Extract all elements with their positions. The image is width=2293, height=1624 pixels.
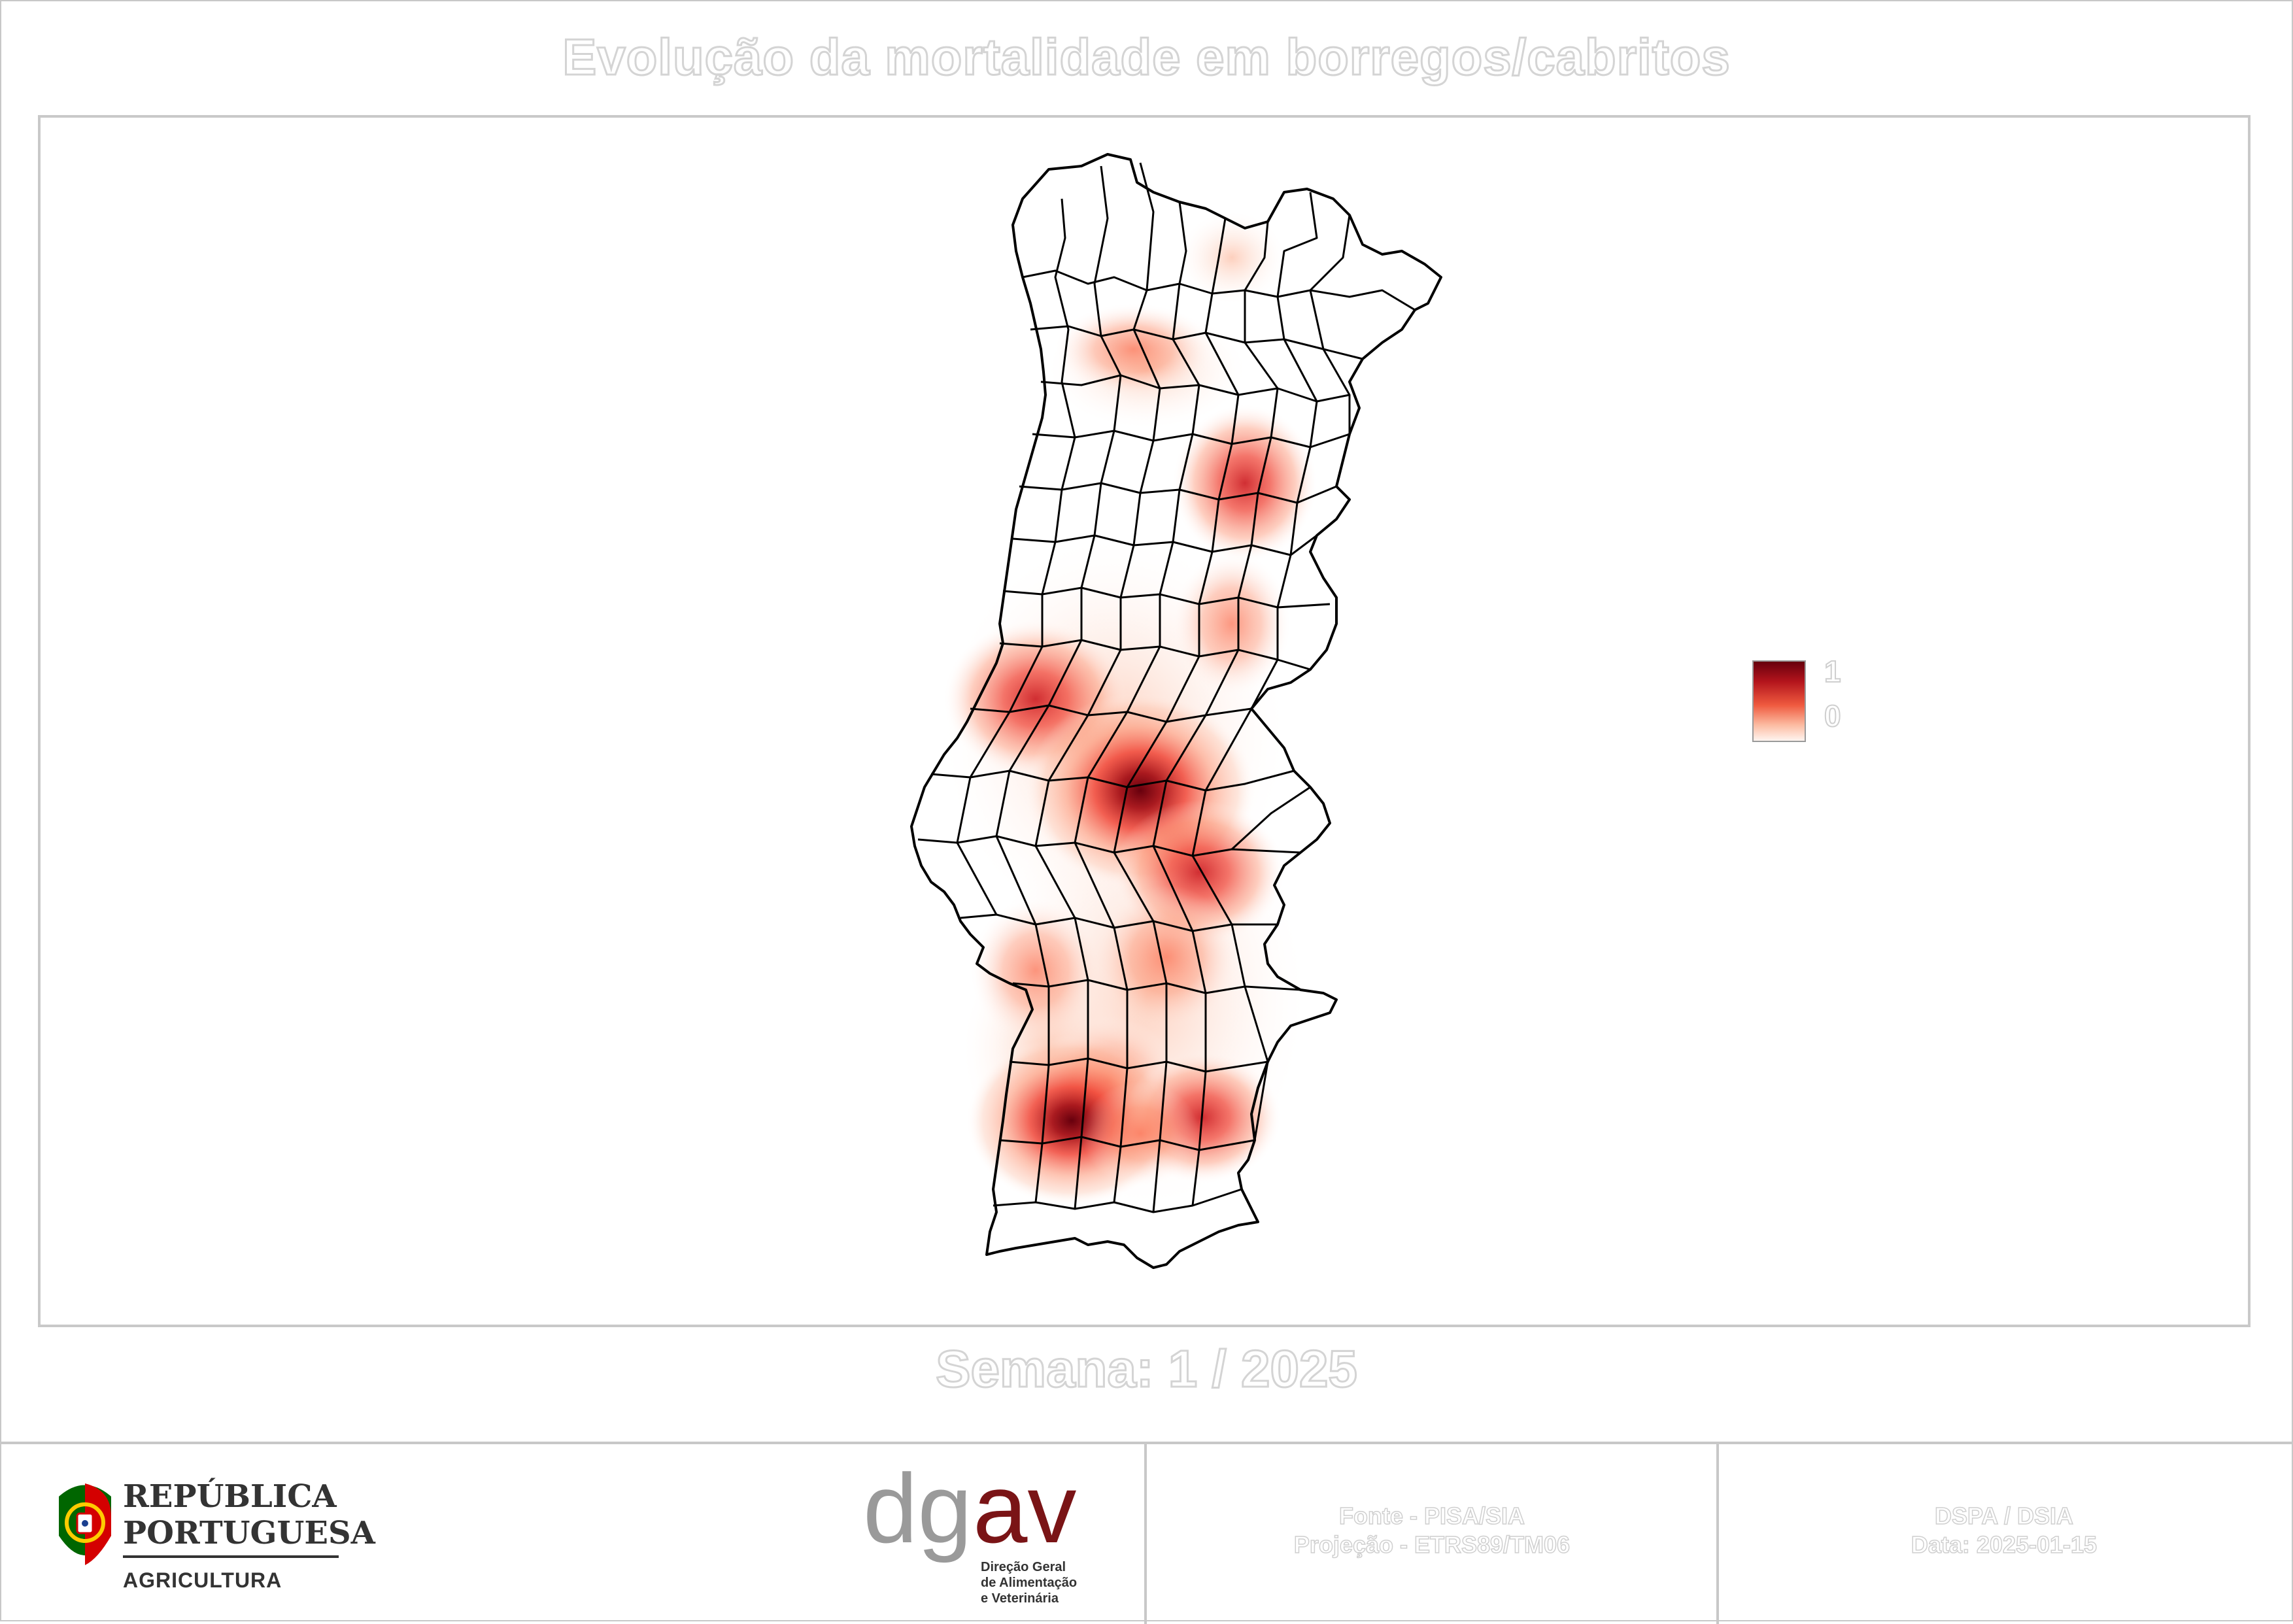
svg-text:dg: dg: [863, 1457, 972, 1563]
republica-rule: [123, 1555, 339, 1558]
credit-info: DSPA / DSIA Data: 2025-01-15: [1723, 1502, 2285, 1559]
footer-divider: [1144, 1444, 1147, 1624]
dgav-full-name: Direção Geral de Alimentação e Veterinár…: [981, 1559, 1077, 1606]
republica-portuguesa-emblem-icon: [59, 1483, 111, 1565]
credit-line: DSPA / DSIA: [1934, 1502, 2074, 1530]
legend-min-label: 0: [1824, 698, 1842, 734]
week-label: Semana: 1 / 2025: [935, 1339, 1359, 1399]
hotspot-faint: [1180, 212, 1284, 303]
municipal-boundaries: [917, 162, 1416, 1213]
hotspot-braga: [1055, 303, 1212, 395]
dgav-line3: e Veterinária: [981, 1591, 1059, 1606]
republica-line2: PORTUGUESA: [123, 1515, 375, 1551]
republica-line1: REPÚBLICA: [123, 1478, 337, 1515]
heat-layer: [944, 212, 1317, 1206]
legend-max-label: 1: [1824, 654, 1842, 689]
map-title: Evolução da mortalidade em borregos/cabr…: [562, 27, 1731, 87]
svg-text:av: av: [973, 1457, 1076, 1563]
date-line: Data: 2025-01-15: [1911, 1531, 2098, 1559]
hotspot-castro: [1081, 1081, 1199, 1186]
projection-line: Projeção - ETRS89/TM06: [1293, 1531, 1571, 1559]
dgav-line1: Direção Geral: [981, 1560, 1066, 1574]
map-panel: [38, 115, 2251, 1327]
portugal-heatmap: [910, 153, 1442, 1269]
footer-divider: [1716, 1444, 1719, 1624]
hotspot-guarda: [1173, 405, 1317, 562]
republica-portuguesa-label: REPÚBLICA PORTUGUESA: [123, 1478, 375, 1551]
hotspot-setubal: [970, 898, 1101, 1042]
source-info: Fonte - PISA/SIA Projeção - ETRS89/TM06: [1151, 1502, 1713, 1559]
dgav-logo-icon: dg av: [863, 1457, 1076, 1563]
dgav-line2: de Alimentação: [981, 1576, 1078, 1590]
source-line: Fonte - PISA/SIA: [1338, 1502, 1525, 1530]
footer: REPÚBLICA PORTUGUESA AGRICULTURA dg av D…: [0, 1442, 2293, 1624]
legend-color-bar: [1752, 660, 1806, 742]
ministry-label: AGRICULTURA: [123, 1568, 282, 1592]
